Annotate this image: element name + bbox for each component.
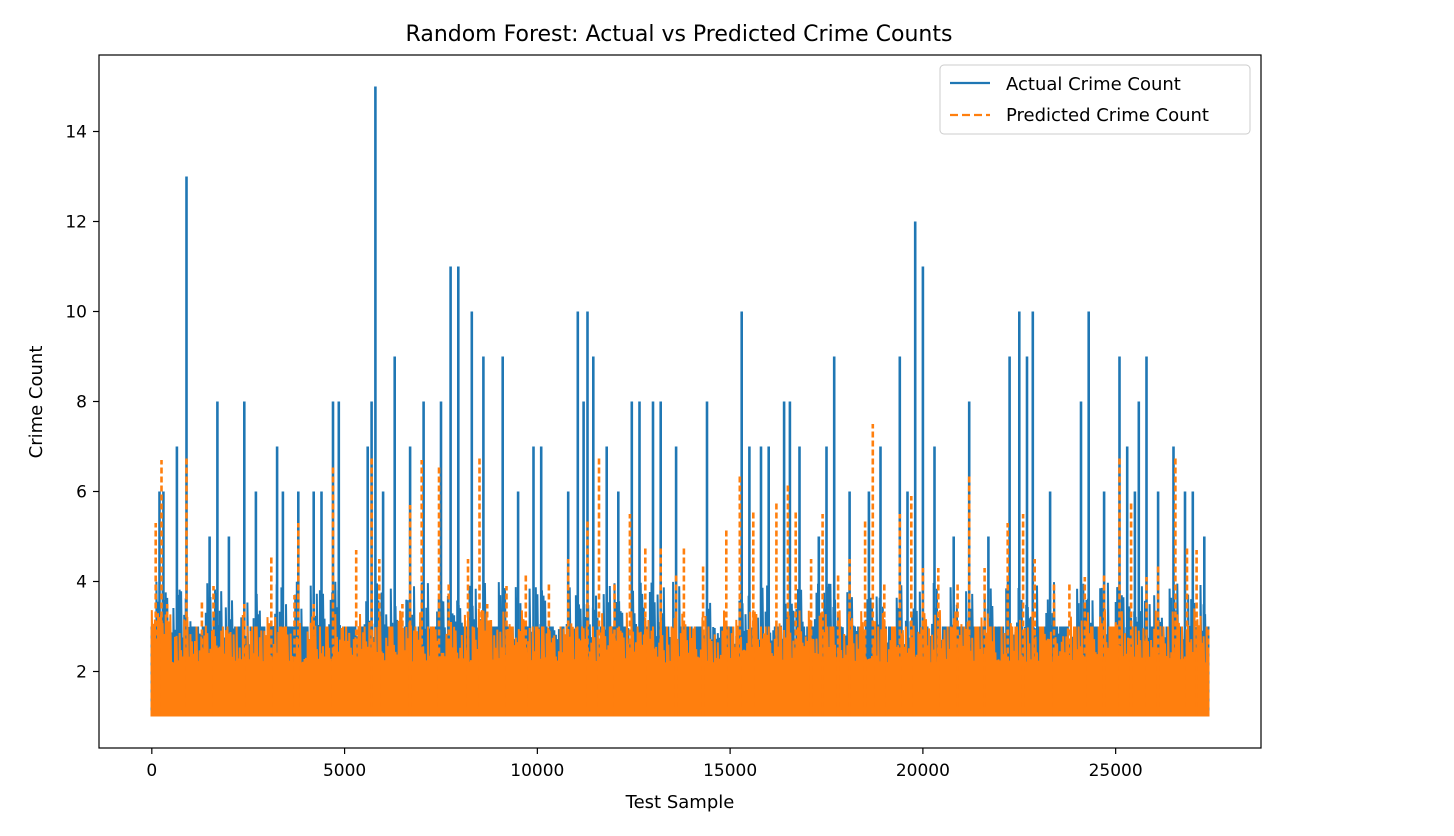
y-tick-label: 12 (65, 213, 87, 233)
chart-title: Random Forest: Actual vs Predicted Crime… (406, 22, 953, 47)
y-tick-label: 6 (76, 483, 87, 503)
predicted-series-band (151, 676, 1209, 717)
y-axis-ticks: 2 4 6 8 10 12 14 (65, 123, 99, 683)
series-predicted-crime-count (150, 424, 1210, 717)
y-tick-label: 14 (65, 123, 87, 143)
x-axis-ticks: 0 5000 10000 15000 20000 25000 (146, 748, 1143, 781)
x-tick-label: 10000 (510, 761, 564, 781)
x-tick-label: 0 (146, 761, 157, 781)
legend-box (939, 64, 1251, 135)
x-axis-label: Test Sample (625, 792, 735, 813)
plot-area (150, 86, 1210, 717)
y-tick-label: 4 (76, 573, 87, 593)
legend: Actual Crime Count Predicted Crime Count (939, 64, 1251, 135)
y-tick-label: 2 (76, 663, 87, 683)
y-tick-label: 8 (76, 393, 87, 413)
y-axis-label: Crime Count (26, 346, 47, 459)
x-tick-label: 5000 (323, 761, 366, 781)
y-tick-label: 10 (65, 303, 87, 323)
legend-label-predicted: Predicted Crime Count (1006, 105, 1209, 126)
x-tick-label: 15000 (703, 761, 757, 781)
x-tick-label: 25000 (1089, 761, 1143, 781)
legend-label-actual: Actual Crime Count (1006, 74, 1181, 95)
x-tick-label: 20000 (896, 761, 950, 781)
